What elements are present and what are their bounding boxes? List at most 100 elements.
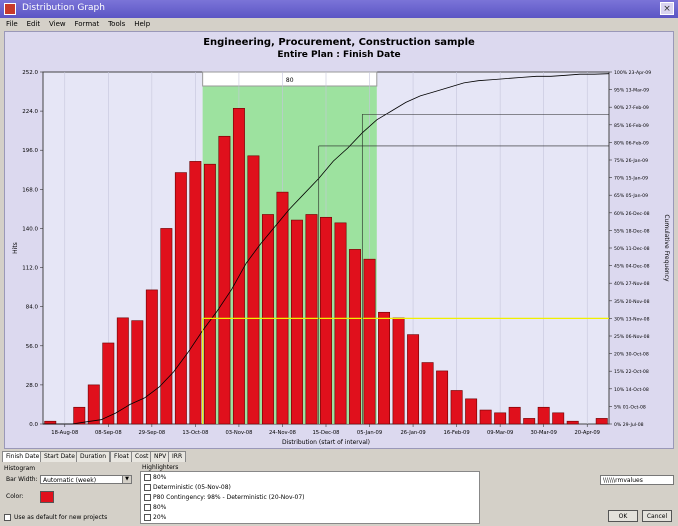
list-item[interactable]: Deterministic (05-Nov-08) [144,484,231,491]
y-tick-label: 0.0 [29,422,38,428]
tab-duration[interactable]: Duration [76,451,111,462]
y-tick-label: 84.0 [26,305,39,311]
histogram-bar [595,418,608,425]
y2-tick-label: 60% 26-Dec-08 [614,211,650,217]
highlighter-label: P80 Contingency: 98% - Deterministic (20… [153,494,305,501]
x-tick-label: 13-Oct-08 [182,430,208,436]
histogram-bar [450,390,463,425]
histogram-bar [291,219,303,425]
histogram-bar [218,135,231,425]
y2-tick-label: 55% 18-Dec-08 [614,228,650,234]
menu-help[interactable]: Help [134,20,151,28]
bar-width-label: Bar Width: [6,476,38,483]
y-tick-label: 168.0 [22,187,38,193]
tab-start-date[interactable]: Start Date [40,451,79,462]
y-tick-label: 252.0 [22,70,38,76]
highlighter-label: Deterministic (05-Nov-08) [153,484,231,491]
list-item[interactable]: 80% [144,474,166,481]
tab-irr[interactable]: IRR [168,451,187,462]
y2-tick-label: 95% 13-Mar-09 [614,88,649,94]
histogram-bar [87,384,100,425]
histogram-bar [363,258,376,425]
x-tick-label: 08-Sep-08 [95,430,122,436]
cancel-button[interactable]: Cancel [642,510,672,522]
default-checkbox[interactable] [4,514,11,521]
cumulative-line [43,73,610,425]
histogram-bar [174,172,187,425]
default-label: Use as default for new projects [14,514,108,521]
distribution-chart: Engineering, Procurement, Construction s… [12,37,670,446]
y2-tick-label: 35% 20-Nov-08 [614,299,650,305]
menu-view[interactable]: View [49,20,66,28]
bar-width-select[interactable]: Automatic (week) ▼ [40,475,132,484]
menu-tools[interactable]: Tools [108,20,126,28]
highlighter-checkbox[interactable] [144,474,151,481]
y2-tick-label: 0% 29-Jul-08 [614,422,644,428]
y2-tick-label: 85% 16-Feb-09 [614,123,649,129]
title-bar: Distribution Graph × [0,0,678,18]
bar-width-value: Automatic (week) [43,477,97,484]
highlighter-checkbox[interactable] [144,494,151,501]
histogram-bar [232,108,245,425]
histogram-bar [508,406,521,425]
histogram-bar [407,334,420,425]
y-tick-label: 196.0 [22,148,38,154]
highlighters-list: 80% Deterministic (05-Nov-08) P80 Contin… [140,471,480,524]
list-item[interactable]: P80 Contingency: 98% - Deterministic (20… [144,494,305,501]
histogram-bar [421,362,434,425]
chevron-down-icon[interactable]: ▼ [122,476,131,483]
list-item[interactable]: 80% [144,504,166,511]
histogram-bar [378,311,391,425]
color-label: Color: [6,493,24,500]
y-tick-label: 140.0 [22,226,38,232]
histogram-bar [189,161,202,425]
histogram-bar [116,317,129,425]
menu-edit[interactable]: Edit [26,20,41,28]
highlighter-checkbox[interactable] [144,514,151,521]
y2-tick-label: 5% 01-Oct-08 [614,404,646,410]
ok-button[interactable]: OK [608,510,638,522]
menu-file[interactable]: File [6,20,18,28]
y2-tick-label: 75% 26-Jan-09 [614,158,648,164]
highlighters-label: Highlighters [142,464,179,471]
list-item[interactable]: 20% [144,514,166,521]
y2-tick-label: 30% 13-Nov-08 [614,316,650,322]
x-tick-label: 24-Nov-08 [269,430,296,436]
y-tick-label: 224.0 [22,109,38,115]
histogram-bar [494,412,507,425]
x-axis-label: Distribution (start of interval) [282,439,370,446]
close-icon[interactable]: × [660,2,674,15]
tab-float[interactable]: Float [110,451,133,462]
x-tick-label: 20-Apr-09 [574,430,599,436]
y2-tick-label: 80% 06-Feb-09 [614,140,649,146]
histogram-bar [44,420,57,425]
x-tick-label: 05-Jan-09 [357,430,382,436]
histogram-bar [552,412,565,425]
y2-tick-label: 70% 15-Jan-09 [614,176,648,182]
histogram-bar [436,370,449,425]
bar-color-swatch[interactable] [40,491,54,503]
histogram-bar [523,418,536,425]
x-tick-label: 09-Mar-09 [487,430,513,436]
histogram-bar [247,155,260,425]
x-tick-label: 03-Nov-08 [225,430,252,436]
x-tick-label: 16-Feb-09 [444,430,470,436]
y2-tick-label: 20% 30-Oct-08 [614,352,649,358]
histogram-bar [320,216,332,425]
histogram-bar [73,406,86,425]
y2-tick-label: 15% 22-Oct-08 [614,369,649,375]
histogram-bar [465,398,478,425]
highlight-label-box [202,71,378,87]
menu-format[interactable]: Format [74,20,100,28]
path-field[interactable]: \\\\\\rmvalues [600,475,674,485]
tab-finish-date[interactable]: Finish Date [2,451,44,462]
chart-title: Engineering, Procurement, Construction s… [203,37,475,48]
highlighter-checkbox[interactable] [144,484,151,491]
histogram-bar [102,342,115,425]
chart-subtitle: Entire Plan : Finish Date [277,50,400,60]
histogram-bar [160,228,173,425]
y2-axis-label: Cumulative Frequency [663,214,670,282]
highlighter-checkbox[interactable] [144,504,151,511]
histogram-bar [566,420,579,425]
y2-tick-label: 50% 11-Dec-08 [614,246,650,252]
